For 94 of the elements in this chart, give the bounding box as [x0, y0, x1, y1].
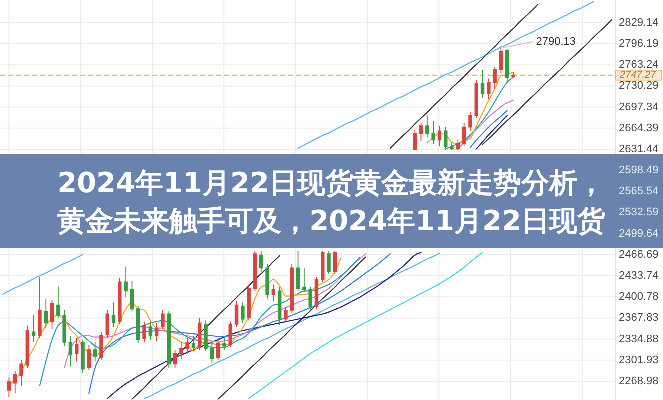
candlestick [75, 338, 79, 362]
candlestick [14, 370, 18, 394]
candlestick [333, 251, 338, 276]
candlestick [234, 300, 239, 328]
candlestick [512, 72, 516, 78]
y-tick-label: 2532.59 [619, 206, 659, 219]
candlestick [456, 140, 460, 151]
candlestick [432, 120, 436, 144]
candlestick [284, 307, 288, 322]
candlestick [278, 286, 282, 326]
candlestick [474, 80, 478, 119]
candlestick [321, 251, 325, 283]
y-tick-label: 2334.88 [619, 333, 659, 346]
candlestick [247, 284, 251, 322]
candlestick [327, 251, 331, 276]
candlestick [68, 336, 73, 368]
candlestick [167, 311, 171, 368]
candlestick [20, 360, 24, 386]
candlestick [222, 336, 226, 351]
candlestick [290, 264, 294, 314]
candlestick [161, 310, 165, 330]
text: 2024年11月22日现货黄金最新走势分析，黄金未来触手可及，2024年11月22日现货 [56, 166, 606, 238]
candlestick [81, 339, 85, 374]
candlestick [192, 336, 196, 352]
candlestick [308, 286, 312, 311]
candlestick [419, 123, 424, 142]
y-tick-label: 2829.14 [619, 16, 659, 29]
y-tick-label: 2268.98 [619, 375, 659, 388]
candlestick [266, 264, 270, 300]
candlestick [198, 318, 202, 351]
line-series [248, 252, 484, 400]
candlestick [506, 48, 510, 84]
candlestick [241, 302, 245, 324]
y-tick-label: 2499.64 [619, 228, 659, 240]
candlestick [32, 315, 36, 343]
candlestick [302, 268, 306, 293]
candlestick [296, 251, 300, 292]
candlestick [124, 266, 128, 298]
candlestick [62, 310, 66, 347]
y-tick-label: 2598.49 [619, 164, 659, 177]
candlestick [93, 342, 98, 362]
ref-line-label: 2747.27 [619, 70, 657, 81]
candlestick [44, 298, 48, 329]
candlestick [314, 276, 319, 310]
candlestick [173, 350, 178, 368]
candlestick [413, 129, 417, 151]
y-tick-label: 2301.93 [619, 354, 659, 366]
candlestick [438, 126, 442, 148]
candlestick [499, 47, 504, 74]
candlestick [154, 322, 159, 342]
candlestick [228, 321, 232, 348]
candlestick [112, 302, 116, 328]
candlestick [56, 286, 60, 319]
candlestick [487, 78, 491, 100]
y-tick-label: 2730.29 [619, 80, 659, 92]
candlestick [148, 321, 153, 340]
candlestick [210, 342, 214, 364]
candlestick [260, 251, 264, 272]
candlestick [480, 70, 485, 98]
line-series [144, 252, 440, 400]
candlestick [100, 332, 104, 361]
candlestick [136, 306, 140, 344]
candlestick [450, 142, 454, 151]
y-tick-label: 2697.34 [619, 101, 659, 114]
candlestick [493, 66, 497, 90]
candlestick [186, 338, 190, 354]
y-tick-label: 2664.39 [619, 122, 659, 134]
candlestick [142, 321, 146, 343]
y-tick-label: 2433.74 [619, 270, 659, 282]
y-tick-label: 2565.54 [619, 186, 659, 198]
candlestick [444, 126, 448, 151]
y-tick-label: 2763.24 [619, 59, 659, 72]
annotation: 2790.13 [536, 36, 576, 48]
y-tick-label: 2796.19 [619, 38, 659, 50]
candlestick [253, 251, 258, 292]
y-tick-label: 2367.83 [619, 312, 659, 324]
candlestick [272, 284, 276, 302]
candlestick [106, 310, 110, 340]
candlestick [180, 342, 184, 360]
candlestick [468, 112, 472, 132]
candlestick [426, 114, 430, 138]
candlestick [26, 325, 30, 368]
y-tick-label: 2400.78 [619, 291, 659, 304]
candlestick [462, 123, 466, 148]
candlestick [118, 278, 122, 325]
candlestick [216, 338, 220, 361]
y-tick-label: 2631.44 [619, 143, 659, 156]
candlestick [87, 344, 92, 372]
candlestick [130, 280, 134, 312]
candlestick [38, 276, 42, 340]
candlestick [204, 320, 208, 352]
y-tick-label: 2466.69 [619, 248, 659, 261]
candlestick [7, 377, 12, 398]
candlestick [50, 300, 54, 330]
